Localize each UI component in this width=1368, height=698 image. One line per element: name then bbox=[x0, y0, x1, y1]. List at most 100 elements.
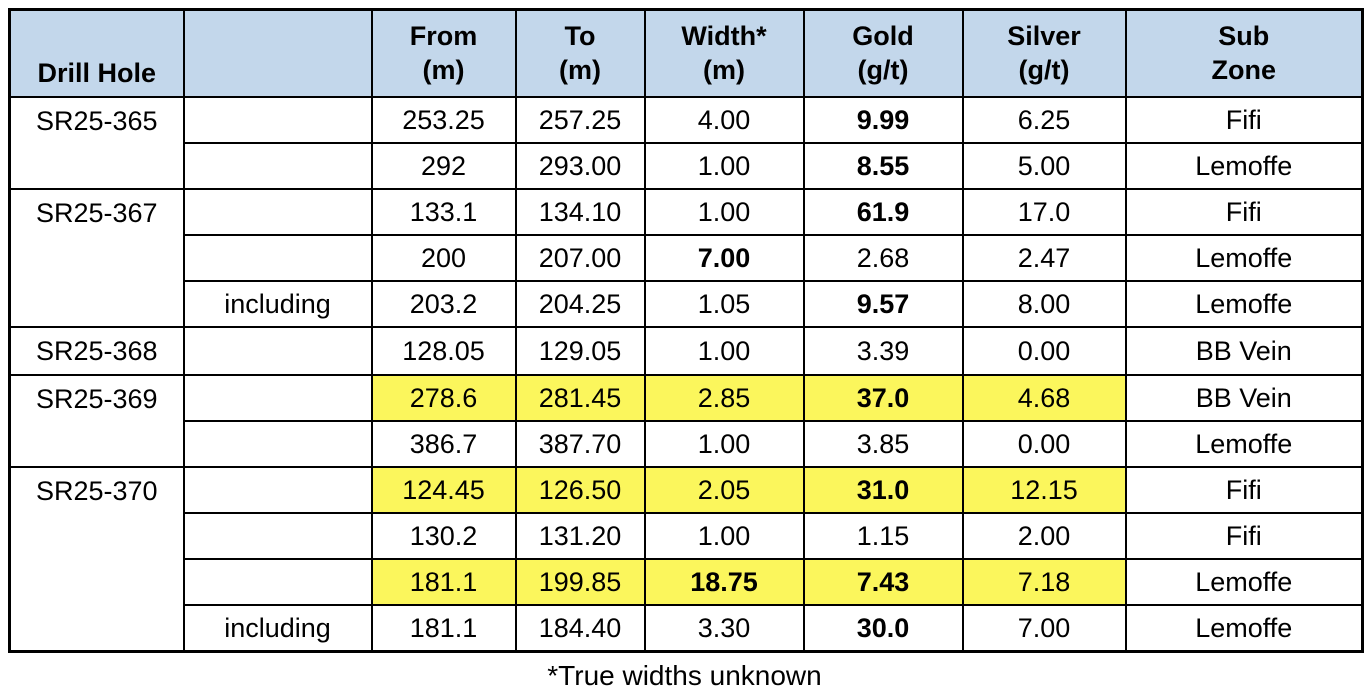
from-cell: 278.6 bbox=[370, 374, 517, 422]
col-header-sub-zone-line1: Sub bbox=[1218, 20, 1270, 51]
gold-cell: 3.85 bbox=[802, 420, 964, 468]
col-header-from: From (m) bbox=[370, 8, 517, 98]
width-cell: 1.00 bbox=[643, 512, 805, 560]
width-cell: 1.00 bbox=[643, 420, 805, 468]
silver-cell: 0.00 bbox=[961, 326, 1127, 376]
silver-cell: 5.00 bbox=[961, 142, 1127, 190]
to-cell: 199.85 bbox=[514, 558, 646, 606]
from-cell: 128.05 bbox=[370, 326, 517, 376]
col-header-sub-zone: Sub Zone bbox=[1124, 8, 1364, 98]
table-row: SR25-365 253.25 257.25 4.00 9.99 6.25 Fi… bbox=[8, 96, 1364, 190]
col-header-width: Width* (m) bbox=[643, 8, 805, 98]
table-row: 130.2 131.20 1.00 1.15 2.00 Fifi bbox=[10, 512, 1364, 560]
width-cell: 1.00 bbox=[643, 142, 805, 190]
width-cell: 18.75 bbox=[643, 558, 805, 606]
silver-cell: 6.25 bbox=[961, 96, 1127, 144]
subzone-cell: Fifi bbox=[1124, 512, 1364, 560]
table-row: SR25-368 128.05 129.05 1.00 3.39 0.00 BB… bbox=[8, 326, 1364, 376]
col-header-gold: Gold (g/t) bbox=[802, 8, 964, 98]
from-cell: 124.45 bbox=[370, 466, 517, 514]
drill-hole-cell: SR25-365 bbox=[8, 96, 185, 190]
width-cell: 1.00 bbox=[643, 326, 805, 376]
from-cell: 181.1 bbox=[370, 604, 517, 653]
to-cell: 207.00 bbox=[514, 234, 646, 282]
table-row: SR25-367 133.1 134.10 1.00 61.9 17.0 Fif… bbox=[8, 188, 1364, 328]
silver-cell: 2.00 bbox=[961, 512, 1127, 560]
qualifier-cell bbox=[182, 142, 373, 190]
drill-hole-cell: SR25-368 bbox=[8, 326, 185, 376]
width-cell: 3.30 bbox=[643, 604, 805, 653]
from-cell: 253.25 bbox=[370, 96, 517, 144]
drill-results-table-container: Drill Hole From (m) To (m) Width* (m) Gold(… bbox=[8, 8, 1364, 692]
from-cell: 133.1 bbox=[370, 188, 517, 236]
qualifier-cell bbox=[182, 96, 373, 144]
subzone-cell: Lemoffe bbox=[1124, 280, 1364, 328]
gold-cell: 9.99 bbox=[802, 96, 964, 144]
width-cell: 2.05 bbox=[643, 466, 805, 514]
from-cell: 130.2 bbox=[370, 512, 517, 560]
col-header-to: To (m) bbox=[514, 8, 646, 98]
table-row: 386.7 387.70 1.00 3.85 0.00 Lemoffe bbox=[10, 420, 1364, 468]
gold-cell: 7.43 bbox=[802, 558, 964, 606]
qualifier-cell: including bbox=[182, 280, 373, 328]
col-header-drill-hole: Drill Hole bbox=[8, 8, 185, 98]
col-header-sub-zone-line2: Zone bbox=[1211, 54, 1277, 85]
qualifier-cell bbox=[182, 512, 373, 560]
silver-cell: 17.0 bbox=[961, 188, 1127, 236]
table-row: SR25-370 124.45 126.50 2.05 31.0 12.15 F… bbox=[8, 466, 1364, 653]
subzone-cell: Lemoffe bbox=[1124, 604, 1364, 653]
col-header-gold-line2: (g/t) bbox=[857, 54, 909, 85]
to-cell: 204.25 bbox=[514, 280, 646, 328]
subzone-cell: Lemoffe bbox=[1124, 142, 1364, 190]
qualifier-cell bbox=[182, 466, 373, 514]
to-cell: 281.45 bbox=[514, 374, 646, 422]
col-header-width-line1: Width* bbox=[681, 20, 767, 51]
width-cell: 1.00 bbox=[643, 188, 805, 236]
to-cell: 184.40 bbox=[514, 604, 646, 653]
qualifier-cell bbox=[182, 188, 373, 236]
to-cell: 126.50 bbox=[514, 466, 646, 514]
from-cell: 292 bbox=[370, 142, 517, 190]
table-row: including 181.1 184.40 3.30 30.0 7.00 Le… bbox=[10, 604, 1364, 653]
gold-cell: 31.0 bbox=[802, 466, 964, 514]
from-cell: 203.2 bbox=[370, 280, 517, 328]
qualifier-cell: including bbox=[182, 604, 373, 653]
subzone-cell: Lemoffe bbox=[1124, 420, 1364, 468]
width-cell: 7.00 bbox=[643, 234, 805, 282]
width-cell: 1.05 bbox=[643, 280, 805, 328]
gold-cell: 30.0 bbox=[802, 604, 964, 653]
width-cell: 2.85 bbox=[643, 374, 805, 422]
col-header-silver-line1: Silver bbox=[1007, 20, 1081, 51]
subzone-cell: Fifi bbox=[1124, 188, 1364, 236]
gold-cell: 8.55 bbox=[802, 142, 964, 190]
col-header-to-line2: (m) bbox=[559, 54, 601, 85]
drill-hole-cell: SR25-369 bbox=[8, 374, 185, 468]
col-header-gold-line1: Gold bbox=[852, 20, 914, 51]
silver-cell: 7.00 bbox=[961, 604, 1127, 653]
table-row: 292 293.00 1.00 8.55 5.00 Lemoffe bbox=[10, 142, 1364, 190]
width-cell: 4.00 bbox=[643, 96, 805, 144]
gold-cell: 61.9 bbox=[802, 188, 964, 236]
from-cell: 181.1 bbox=[370, 558, 517, 606]
to-cell: 129.05 bbox=[514, 326, 646, 376]
silver-cell: 7.18 bbox=[961, 558, 1127, 606]
col-header-width-line2: (m) bbox=[703, 54, 745, 85]
header-row: Drill Hole From (m) To (m) Width* (m) Gold(… bbox=[8, 8, 1364, 98]
qualifier-cell bbox=[182, 234, 373, 282]
from-cell: 386.7 bbox=[370, 420, 517, 468]
qualifier-cell bbox=[182, 374, 373, 422]
table-row: 181.1 199.85 18.75 7.43 7.18 Lemoffe bbox=[10, 558, 1364, 606]
from-cell: 200 bbox=[370, 234, 517, 282]
table-row: including 203.2 204.25 1.05 9.57 8.00 Le… bbox=[10, 280, 1364, 328]
subzone-cell: Lemoffe bbox=[1124, 558, 1364, 606]
silver-cell: 8.00 bbox=[961, 280, 1127, 328]
silver-cell: 4.68 bbox=[961, 374, 1127, 422]
col-header-silver: Silver (g/t) bbox=[961, 8, 1127, 98]
subzone-cell: Fifi bbox=[1124, 466, 1364, 514]
gold-cell: 1.15 bbox=[802, 512, 964, 560]
to-cell: 257.25 bbox=[514, 96, 646, 144]
col-header-to-line1: To bbox=[564, 20, 596, 51]
table-row: SR25-369 278.6 281.45 2.85 37.0 4.68 BB … bbox=[8, 374, 1364, 468]
subzone-cell: BB Vein bbox=[1124, 326, 1364, 376]
subzone-cell: Fifi bbox=[1124, 96, 1364, 144]
